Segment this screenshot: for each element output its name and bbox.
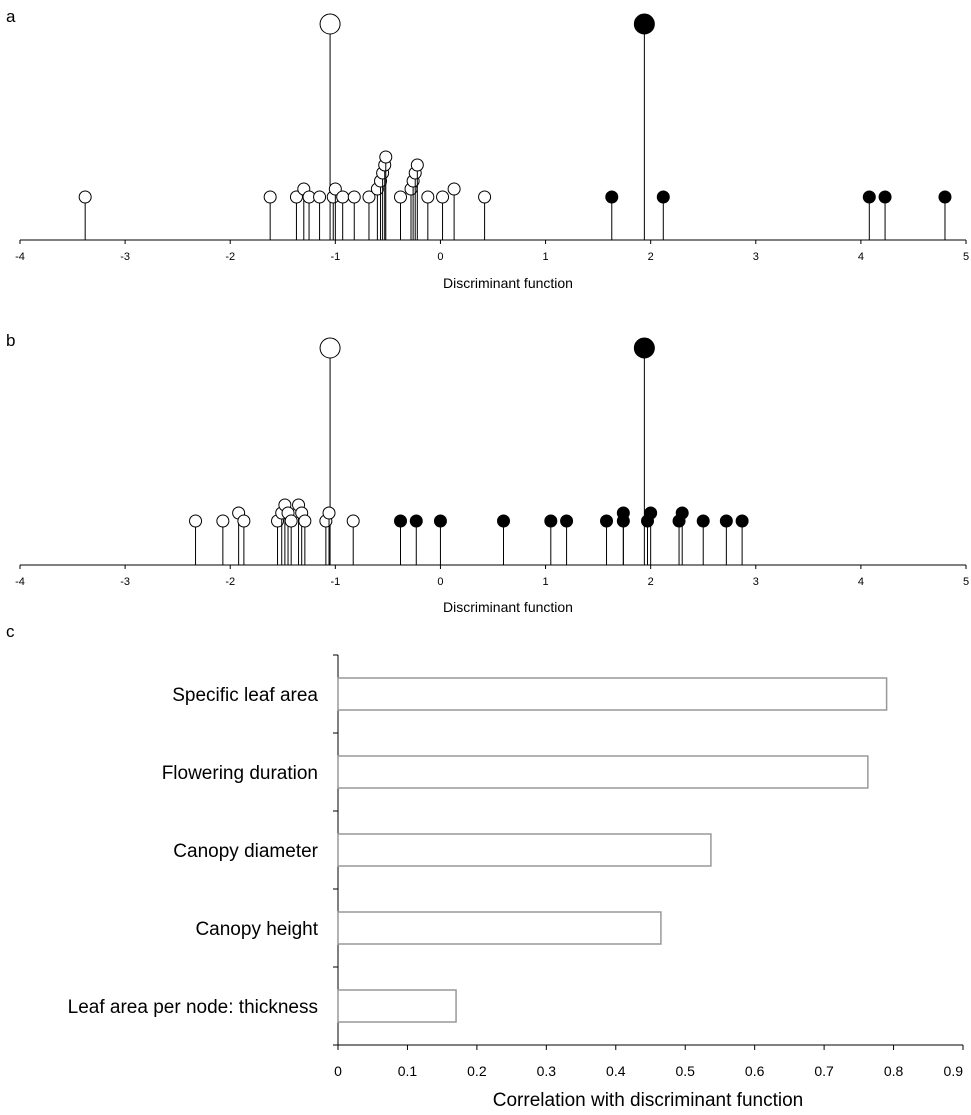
panel-a-point-filled (656, 190, 670, 204)
panel-c-x-tick-label: 0.4 (606, 1063, 626, 1079)
panel-b-point-filled (497, 514, 511, 528)
panel-c-bar (337, 911, 662, 945)
panel-b-x-tick-label: 0 (437, 576, 443, 588)
panel-a-x-tick-label: 2 (648, 251, 654, 263)
panel-b-x-tick-label: -2 (225, 576, 235, 588)
panel-b-x-tick-label: -3 (120, 576, 130, 588)
panel-a-point-filled (862, 190, 876, 204)
panel-a-x-tick-label: 0 (437, 251, 443, 263)
panel-b-point-open (346, 514, 360, 528)
panel-b-point-filled (644, 506, 658, 520)
panel-b-point-filled (616, 506, 630, 520)
panel-c-bar (337, 989, 457, 1023)
panel-b-point-filled (409, 514, 423, 528)
panel-b-mean-marker-open (319, 337, 341, 359)
panel-b-x-tick-label: 1 (542, 576, 548, 588)
panel-c-category-label: Canopy height (195, 919, 318, 940)
panel-b-x-tick-label: 5 (963, 576, 969, 588)
panel-a-point-open (421, 190, 435, 204)
panel-c-x-axis-title: Correlation with discriminant function (493, 1090, 803, 1111)
panel-b-point-open (189, 514, 203, 528)
panel-b-point-filled (735, 514, 749, 528)
panel-a-point-open (328, 182, 342, 196)
panel-c-bar (337, 755, 869, 789)
panel-b-x-tick-label: 2 (648, 576, 654, 588)
panel-a-x-tick-label: -3 (120, 251, 130, 263)
panel-b-point-filled (560, 514, 574, 528)
panel-a-point-open (436, 190, 450, 204)
panel-c-letter: c (6, 622, 15, 641)
panel-a-x-tick-label: 5 (963, 251, 969, 263)
panel-c-category-label: Leaf area per node: thickness (68, 997, 318, 1018)
panel-a-point-open (362, 190, 376, 204)
panel-b-x-tick-label: 3 (753, 576, 759, 588)
panel-c-x-tick-label: 0.3 (537, 1063, 557, 1079)
panel-b-x-tick-label: 4 (858, 576, 864, 588)
panel-c-bar (337, 833, 712, 867)
panel-b-point-filled (696, 514, 710, 528)
panel-a-point-open (394, 190, 408, 204)
panel-a-mean-marker-open (319, 13, 341, 35)
panel-a-point-open (336, 190, 350, 204)
panel-c-x-tick-label: 0.6 (745, 1063, 765, 1079)
panel-a-point-open (263, 190, 277, 204)
panel-b-mean-marker-filled (633, 337, 655, 359)
panel-b-point-open (284, 514, 298, 528)
panel-b-x-tick-label: -1 (330, 576, 340, 588)
panel-a-mean-marker-filled (633, 13, 655, 35)
panel-c-category-label: Canopy diameter (173, 841, 318, 862)
panel-b-point-open (298, 514, 312, 528)
panel-b-point-filled (394, 514, 408, 528)
panel-a-x-tick-label: -4 (15, 251, 25, 263)
panel-c-x-tick-label: 0.2 (467, 1063, 487, 1079)
panel-a-point-open (379, 150, 393, 164)
panel-a-x-tick-label: 4 (858, 251, 864, 263)
panel-b-point-filled (544, 514, 558, 528)
panel-b-point-filled (719, 514, 733, 528)
panel-a-point-open (410, 158, 424, 172)
panel-c-x-tick-label: 0.1 (398, 1063, 418, 1079)
panel-a-x-axis-title: Discriminant function (443, 275, 573, 291)
panel-a-x-tick-label: -1 (330, 251, 340, 263)
panel-c-x-tick-label: 0.7 (814, 1063, 834, 1079)
panel-a-point-filled (878, 190, 892, 204)
panel-a-point-open (78, 190, 92, 204)
panel-a-point-filled (605, 190, 619, 204)
panel-a-x-tick-label: -2 (225, 251, 235, 263)
panel-b-point-open (322, 506, 336, 520)
panel-b-point-filled (675, 506, 689, 520)
panel-a-x-tick-label: 3 (753, 251, 759, 263)
panel-c-bar (337, 677, 888, 711)
panel-b-x-tick-label: -4 (15, 576, 25, 588)
panel-c-x-tick-label: 0.8 (884, 1063, 904, 1079)
panel-a-point-open (478, 190, 492, 204)
panel-a-x-tick-label: 1 (542, 251, 548, 263)
panel-a-letter: a (6, 7, 16, 26)
panel-b-point-open (216, 514, 230, 528)
panel-c-x-tick-label: 0.5 (675, 1063, 695, 1079)
panel-b-letter: b (6, 331, 15, 350)
panel-b-point-open (237, 514, 251, 528)
panel-c-x-tick-label: 0 (334, 1063, 342, 1079)
panel-a-point-open (447, 182, 461, 196)
panel-c-category-label: Specific leaf area (172, 685, 318, 706)
panel-a-point-filled (938, 190, 952, 204)
panel-c-category-label: Flowering duration (162, 763, 318, 784)
panel-b-point-filled (600, 514, 614, 528)
panel-a-point-open (313, 190, 327, 204)
panel-a-point-open (347, 190, 361, 204)
panel-b-x-axis-title: Discriminant function (443, 599, 573, 615)
panel-a-point-open (289, 190, 303, 204)
panel-c-x-tick-label: 0.9 (944, 1063, 964, 1079)
panel-b-point-filled (433, 514, 447, 528)
